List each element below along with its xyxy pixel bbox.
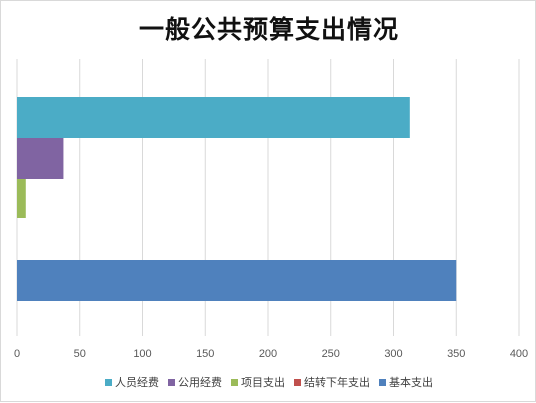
legend-label: 项目支出: [241, 376, 285, 389]
legend-swatch: [231, 378, 238, 386]
x-tick-label-350: 350: [447, 348, 465, 360]
x-tick-label-0: 0: [14, 348, 20, 360]
legend-item-3: 结转下年支出: [294, 374, 370, 390]
x-tick-label-50: 50: [74, 348, 86, 360]
legend-item-0: 人员经费: [105, 374, 159, 390]
legend-label: 基本支出: [389, 376, 433, 389]
x-tick-label-300: 300: [384, 348, 402, 360]
legend-label: 公用经费: [178, 376, 222, 389]
legend-swatch: [294, 378, 301, 386]
legend-item-1: 公用经费: [168, 374, 222, 390]
chart-legend: 人员经费 公用经费 项目支出 结转下年支出 基本支出: [1, 374, 536, 390]
bar-人员经费: [17, 97, 410, 138]
legend-label: 人员经费: [115, 376, 159, 389]
legend-item-2: 项目支出: [231, 374, 285, 390]
legend-swatch: [168, 378, 175, 386]
chart-title: 一般公共预算支出情况: [138, 15, 399, 44]
bar-公用经费: [17, 138, 64, 179]
legend-label: 结转下年支出: [304, 376, 370, 389]
bar-项目支出: [17, 179, 26, 218]
x-axis-ticks: 0 50 100 150 200 250 300 350 400: [14, 348, 528, 360]
bar-基本支出: [17, 260, 457, 301]
x-tick-label-250: 250: [322, 348, 340, 360]
x-tick-label-100: 100: [133, 348, 151, 360]
legend-item-4: 基本支出: [379, 374, 433, 390]
x-tick-label-150: 150: [196, 348, 214, 360]
x-tick-label-200: 200: [259, 348, 277, 360]
legend-swatch: [105, 378, 112, 386]
legend-swatch: [379, 378, 386, 386]
x-tick-label-400: 400: [510, 348, 528, 360]
bars: [17, 97, 457, 301]
